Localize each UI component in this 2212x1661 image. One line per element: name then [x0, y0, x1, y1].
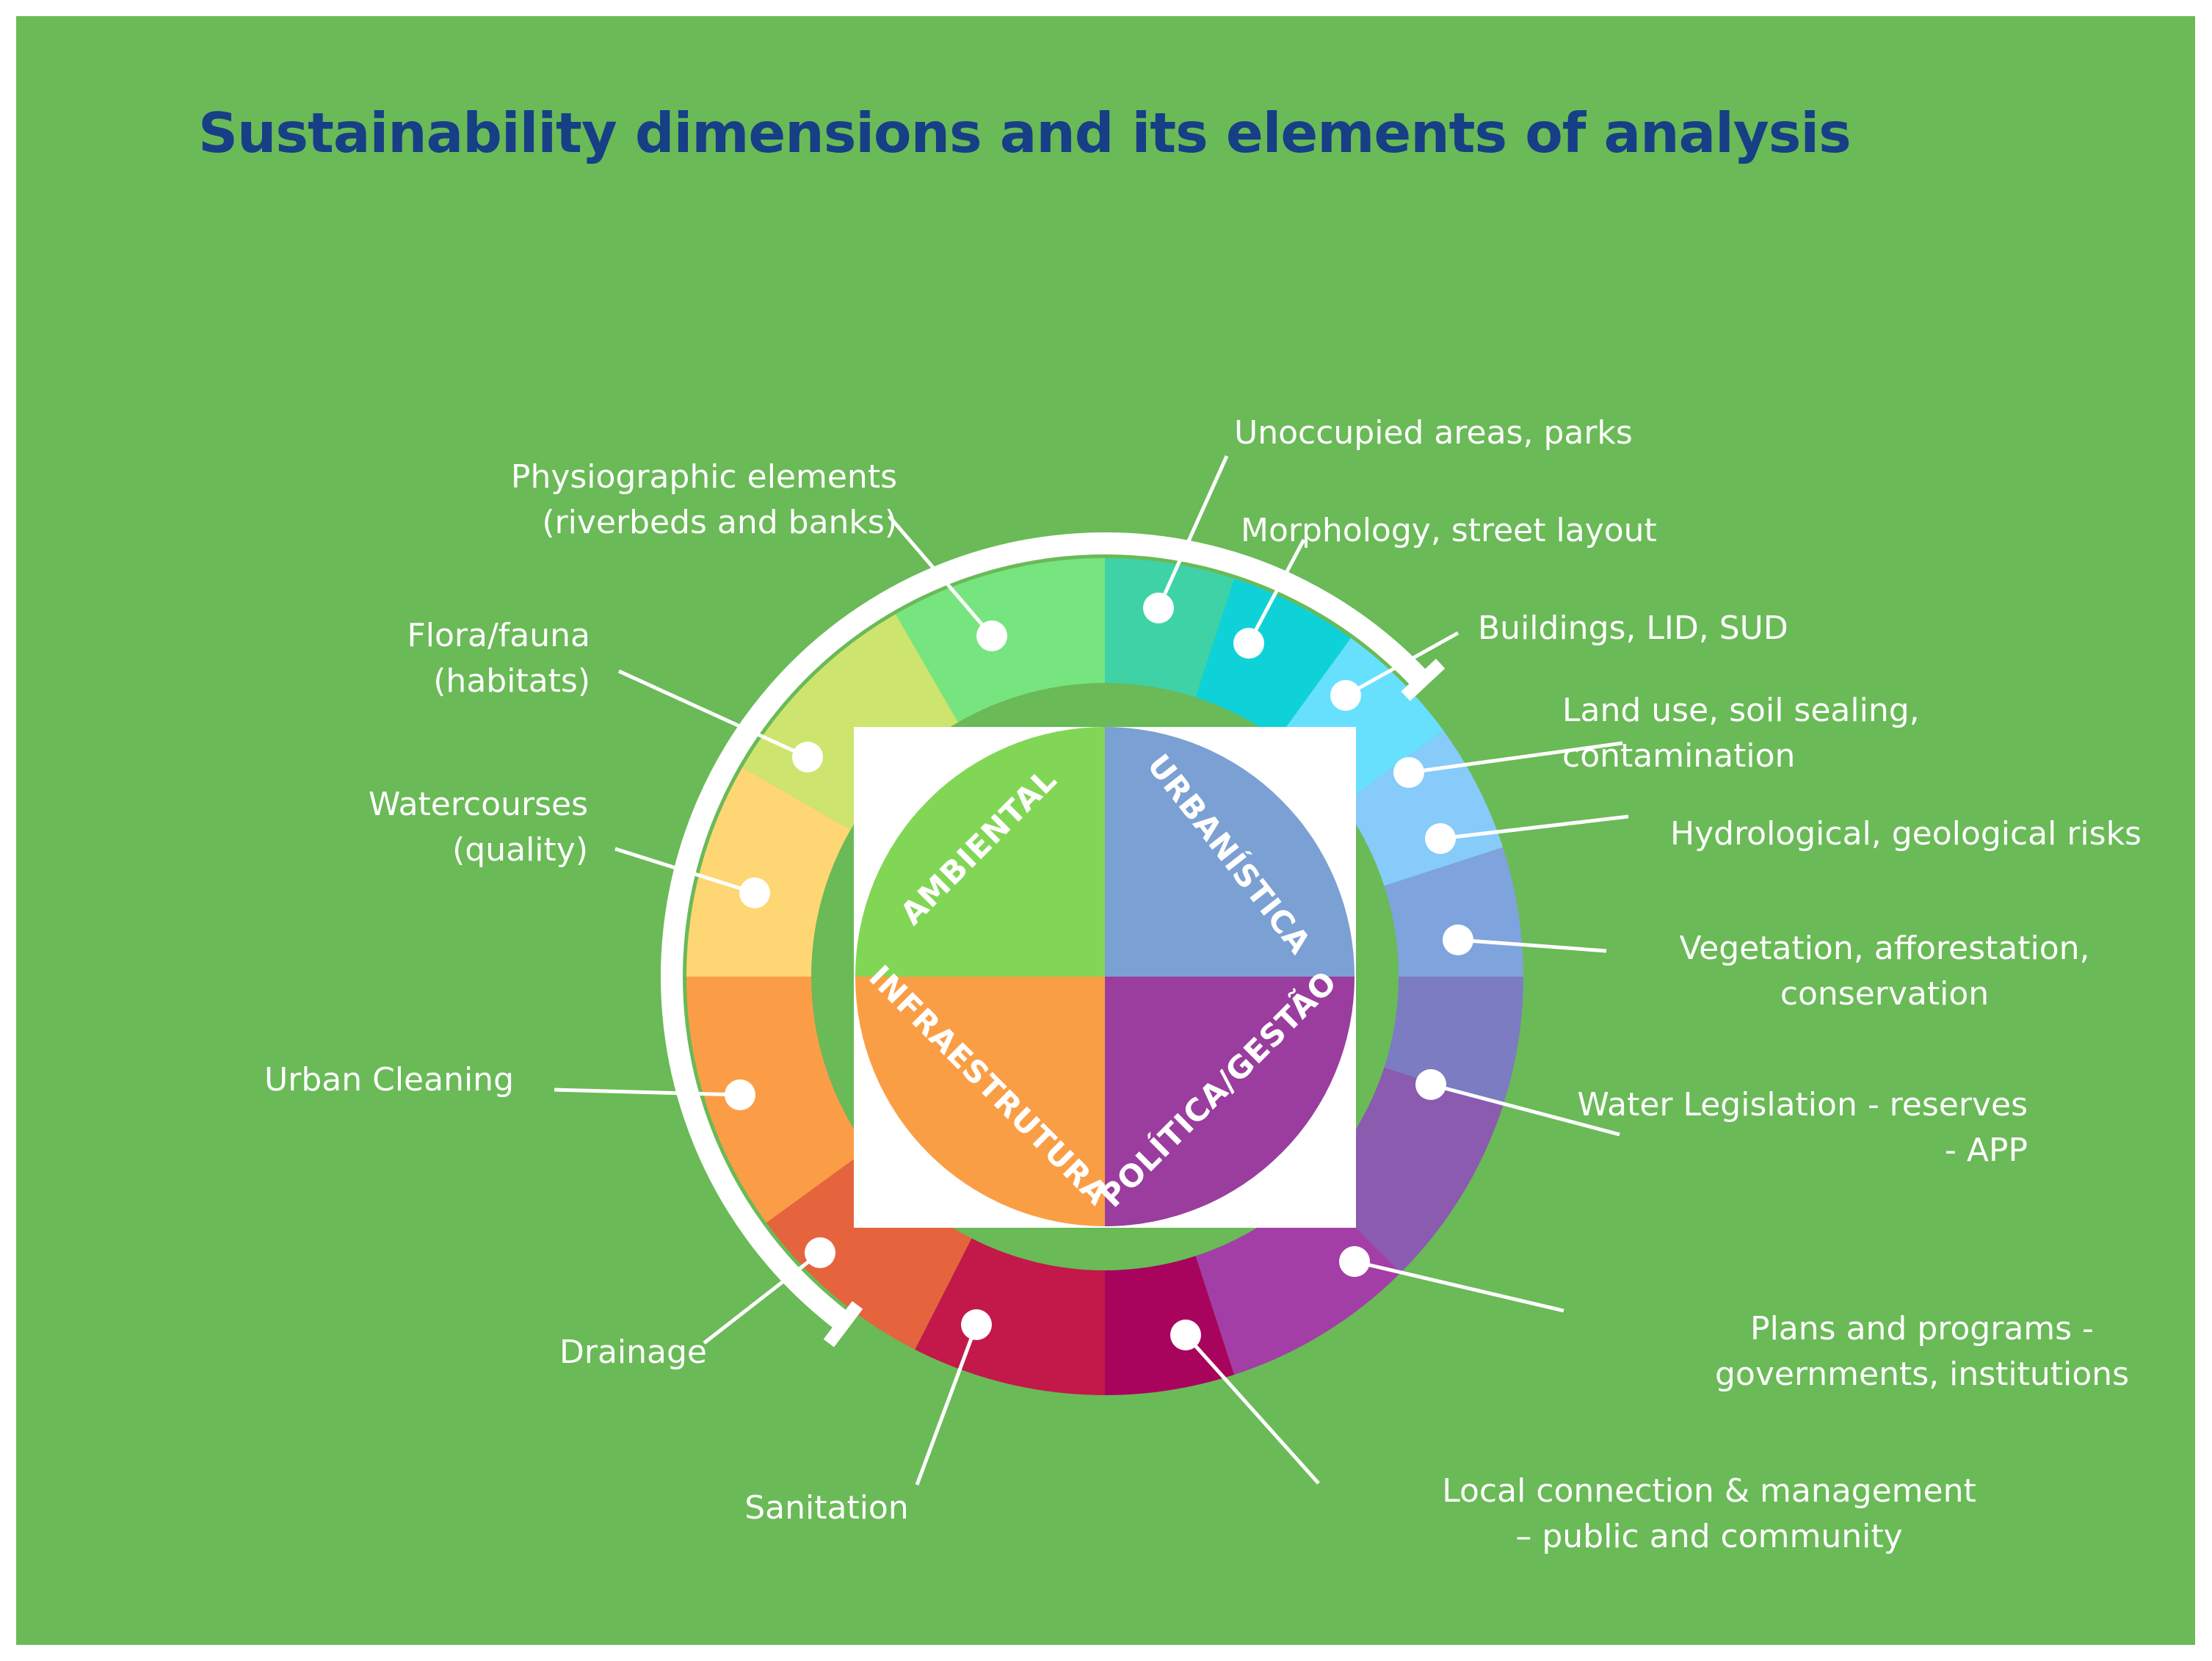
ambiental-infra-bracket-arc — [661, 559, 961, 1332]
leader-line-buildings-lid-sud — [1344, 631, 1459, 698]
leader-dot-morphology-street-layout — [1233, 628, 1264, 659]
leader-line-physiographic-elements-riverbeds-and-banks — [888, 515, 993, 637]
leader-dot-sanitation — [961, 1309, 992, 1340]
element-label-morphology-street-layout: Morphology, street layout — [1241, 512, 1657, 549]
element-label-vegetation-afforestation-conservation-line-1: Vegetation, afforestation, — [1679, 930, 2089, 967]
element-segment-unoccupied-areas-parks — [1105, 558, 1235, 698]
element-segment-hydrological-geological-risks — [1384, 847, 1523, 977]
bracket-end-tick-upper — [1401, 659, 1446, 701]
leader-line-vegetation-afforestation-conservation — [1457, 938, 1607, 953]
element-label-vegetation-afforestation-conservation-line-2: conservation — [1780, 975, 1989, 1013]
element-segment-local-connection-and-management-public-and-community — [1105, 1256, 1235, 1395]
element-segment-water-legislation-reserves-app — [1312, 1067, 1504, 1273]
element-label-unoccupied-areas-parks: Unoccupied areas, parks — [1234, 414, 1633, 452]
leader-line-land-use-soil-sealing-contamination — [1408, 741, 1623, 775]
element-segment-morphology-street-layout — [1195, 578, 1352, 739]
element-label-urban-cleaning: Urban Cleaning — [264, 1061, 514, 1099]
leader-dot-water-legislation-reserves-app — [1415, 1069, 1446, 1100]
element-label-flora-fauna-habitats-line-1: Flora/fauna — [407, 617, 590, 654]
element-label-land-use-soil-sealing-contamination-line-1: Land use, soil sealing, — [1562, 692, 1920, 729]
urbanistica-bracket-arc — [953, 532, 1430, 689]
leader-dot-buildings-lid-sud — [1330, 680, 1361, 711]
leader-line-drainage — [703, 1251, 822, 1345]
leader-dot-flora-fauna-habitats — [792, 742, 823, 772]
element-label-plans-and-programs-governments-institutions-line-2: governments, institutions — [1715, 1356, 2129, 1393]
leader-line-watercourses-quality — [614, 847, 755, 895]
element-label-sanitation: Sanitation — [744, 1489, 909, 1527]
leader-dot-urban-cleaning — [725, 1079, 755, 1110]
dimension-quadrant-urbanistica — [1105, 727, 1355, 977]
leader-dot-land-use-soil-sealing-contamination — [1393, 757, 1424, 788]
page-title: Sustainability dimensions and its elemen… — [198, 101, 1852, 165]
leader-line-water-legislation-reserves-app — [1430, 1082, 1620, 1137]
element-label-flora-fauna-habitats-line-2: (habitats) — [433, 662, 590, 700]
element-segment-sanitation — [915, 1238, 1105, 1395]
element-label-physiographic-elements-riverbeds-and-banks-line-1: Physiographic elements — [511, 458, 897, 496]
dimension-quadrant-infraestrutura — [855, 977, 1105, 1226]
leader-dot-vegetation-afforestation-conservation — [1443, 924, 1473, 955]
dimension-quadrant-politica-gestao — [1105, 977, 1355, 1226]
element-segment-flora-fauna-habitats — [742, 614, 958, 830]
element-label-watercourses-quality-line-1: Watercourses — [369, 786, 588, 823]
element-label-land-use-soil-sealing-contamination-line-2: contamination — [1562, 737, 1795, 775]
element-label-hydrological-geological-risks: Hydrological, geological risks — [1670, 815, 2142, 853]
element-label-drainage: Drainage — [559, 1333, 707, 1371]
leader-dot-watercourses-quality — [739, 877, 770, 908]
element-label-water-legislation-reserves-app-line-1: Water Legislation - reserves — [1577, 1086, 2028, 1123]
leader-dot-hydrological-geological-risks — [1425, 823, 1456, 854]
element-label-watercourses-quality-line-2: (quality) — [452, 831, 588, 869]
leader-line-morphology-street-layout — [1247, 538, 1306, 645]
bracket-end-tick-lower — [823, 1300, 863, 1347]
leader-dot-local-connection-and-management-public-and-community — [1170, 1320, 1201, 1350]
element-segment-drainage — [766, 1149, 972, 1350]
dimension-quadrant-ambiental — [855, 727, 1105, 977]
element-segment-watercourses-quality — [686, 767, 851, 977]
element-label-plans-and-programs-governments-institutions-line-1: Plans and programs - — [1750, 1310, 2094, 1347]
leader-dot-drainage — [805, 1237, 835, 1268]
leader-line-sanitation — [915, 1324, 979, 1486]
element-label-local-connection-and-management-public-and-community-line-1: Local connection & management — [1442, 1472, 1976, 1510]
leader-line-hydrological-geological-risks — [1440, 814, 1629, 841]
leader-line-urban-cleaning — [554, 1088, 741, 1097]
leader-line-local-connection-and-management-public-and-community — [1184, 1333, 1320, 1485]
element-segment-urban-cleaning — [686, 977, 868, 1223]
leader-line-plans-and-programs-governments-institutions — [1354, 1259, 1564, 1313]
leader-dot-physiographic-elements-riverbeds-and-banks — [976, 620, 1007, 651]
leader-line-flora-fauna-habitats — [617, 669, 809, 759]
leader-line-unoccupied-areas-parks — [1156, 455, 1229, 609]
element-segment-land-use-soil-sealing-contamination — [1342, 730, 1504, 886]
leader-dot-unoccupied-areas-parks — [1143, 593, 1174, 623]
leader-dot-plans-and-programs-governments-institutions — [1339, 1246, 1370, 1277]
element-label-water-legislation-reserves-app-line-2: - APP — [1945, 1132, 2028, 1169]
element-segment-plans-and-programs-governments-institutions — [1195, 1184, 1401, 1375]
element-label-buildings-lid-sud: Buildings, LID, SUD — [1478, 609, 1788, 647]
element-label-physiographic-elements-riverbeds-and-banks-line-2: (riverbeds and banks) — [542, 504, 897, 541]
element-segment-vegetation-afforestation-conservation — [1384, 977, 1523, 1107]
element-label-local-connection-and-management-public-and-community-line-2: – public and community — [1515, 1518, 1902, 1555]
